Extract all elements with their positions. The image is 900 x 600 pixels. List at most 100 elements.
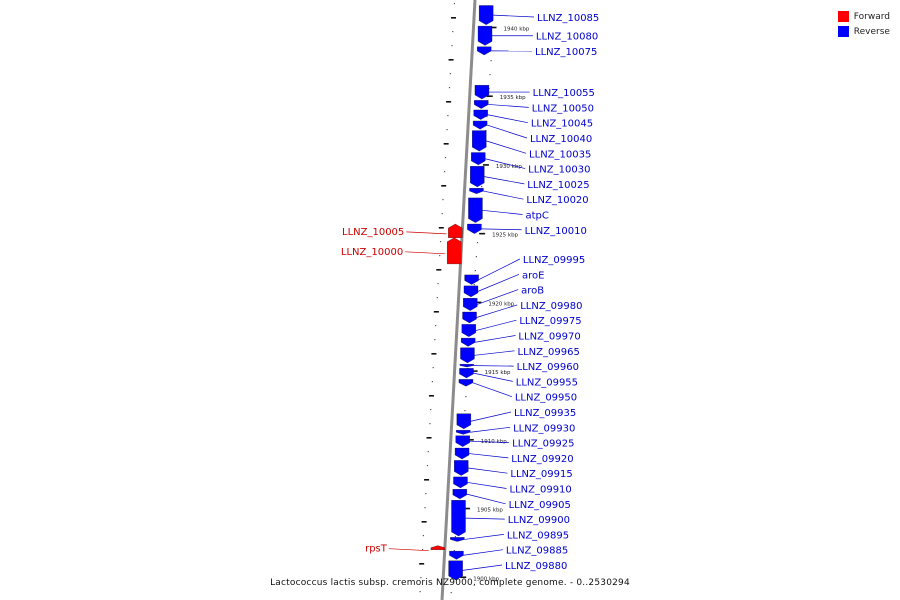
label-LLNZ_09975: LLNZ_09975 — [519, 316, 581, 327]
guide-dot — [439, 241, 442, 243]
guide-dot — [450, 592, 452, 594]
leader-LLNZ_09950 — [472, 382, 512, 398]
label-LLNZ_10010: LLNZ_10010 — [525, 226, 587, 237]
gene-LLNZ_10010 — [467, 223, 482, 234]
leader-LLNZ_09910 — [467, 482, 507, 489]
guide-dash — [446, 101, 452, 103]
guide-dot — [446, 129, 448, 131]
leader-LLNZ_09960 — [473, 365, 514, 367]
axis-tick-label: 1920 kbp — [488, 301, 514, 307]
leader-LLNZ_09900 — [465, 517, 505, 520]
gene-LLNZ_10020 — [469, 188, 484, 194]
guide-dot — [451, 45, 453, 47]
leader-LLNZ_09955 — [473, 372, 513, 382]
leader-LLNZ_09980 — [476, 304, 518, 318]
leader-LLNZ_09920 — [469, 453, 509, 459]
leader-LLNZ_10000 — [405, 251, 446, 255]
legend-forward-label: Forward — [853, 11, 890, 22]
label-atpC: atpC — [525, 210, 548, 221]
leader-LLNZ_09925 — [469, 440, 510, 443]
guide-dash — [451, 17, 457, 19]
gene-LLNZ_09905 — [452, 489, 467, 500]
guide-dash — [431, 353, 437, 355]
guide-dash — [448, 59, 454, 61]
guide-dot — [475, 256, 477, 258]
forward-swatch — [837, 11, 849, 22]
gene-LLNZ_09955 — [459, 368, 474, 379]
gene-LLNZ_10075 — [477, 46, 492, 56]
guide-dot — [432, 367, 434, 369]
label-LLNZ_09935: LLNZ_09935 — [514, 408, 576, 419]
leader-LLNZ_09975 — [475, 319, 517, 331]
gene-atpC — [468, 197, 483, 223]
gene-LLNZ_09975 — [461, 324, 476, 337]
leader-rpsT — [388, 548, 429, 552]
leader-LLNZ_09970 — [475, 335, 516, 343]
leader-LLNZ_10010 — [481, 228, 522, 231]
label-LLNZ_09960: LLNZ_09960 — [517, 362, 579, 373]
gene-LLNZ_09930 — [456, 430, 471, 435]
guide-dash — [428, 395, 434, 397]
guide-dot — [444, 157, 447, 159]
axis-tick-label: 1930 kbp — [496, 164, 522, 170]
leader-aroB — [477, 289, 519, 305]
guide-dot — [435, 325, 437, 327]
guide-dot — [420, 577, 422, 579]
guide-dot — [441, 213, 443, 215]
label-aroB: aroB — [521, 286, 544, 297]
axis-tick-label: 1915 kbp — [485, 370, 511, 376]
leader-LLNZ_09905 — [466, 493, 506, 505]
guide-dot — [422, 535, 424, 537]
axis-tick-label: 1940 kbp — [503, 26, 529, 32]
leader-LLNZ_10035 — [486, 140, 527, 154]
gene-LLNZ_09970 — [461, 337, 476, 347]
leader-LLNZ_09930 — [470, 426, 511, 433]
label-LLNZ_10000: LLNZ_10000 — [341, 247, 403, 258]
label-LLNZ_10085: LLNZ_10085 — [537, 13, 599, 24]
label-LLNZ_10005: LLNZ_10005 — [342, 227, 404, 238]
guide-dash — [441, 185, 447, 187]
leader-LLNZ_09885 — [463, 549, 503, 556]
leader-LLNZ_09915 — [468, 467, 508, 474]
guide-dot — [453, 550, 455, 552]
label-LLNZ_09970: LLNZ_09970 — [518, 332, 580, 343]
label-LLNZ_09900: LLNZ_09900 — [508, 515, 570, 526]
guide-dot — [464, 410, 466, 412]
gene-LLNZ_10035 — [472, 130, 487, 152]
label-LLNZ_09910: LLNZ_09910 — [510, 485, 572, 496]
leader-LLNZ_10045 — [487, 114, 528, 124]
gene-LLNZ_09950 — [458, 379, 474, 387]
gene-LLNZ_10080 — [477, 25, 493, 46]
guide-dot — [427, 451, 429, 453]
gene-LLNZ_09915 — [454, 460, 469, 476]
guide-dash — [419, 563, 425, 565]
genome-backbone — [440, 0, 477, 600]
guide-dot — [419, 591, 421, 593]
gene-rpsT — [430, 545, 446, 550]
gene-LLNZ_09895 — [450, 537, 465, 542]
gene-LLNZ_09880 — [448, 560, 463, 581]
leader-LLNZ_10005 — [406, 231, 447, 235]
guide-dot — [454, 536, 456, 538]
guide-dot — [481, 186, 483, 188]
gene-LLNZ_10045 — [473, 109, 488, 120]
guide-dot — [439, 255, 441, 257]
gene-LLNZ_10085 — [479, 5, 494, 25]
leader-LLNZ_09995 — [478, 258, 521, 281]
gene-LLNZ_10055 — [474, 85, 490, 100]
gene-LLNZ_10050 — [474, 100, 489, 109]
guide-dot — [476, 242, 479, 244]
leader-LLNZ_09965 — [474, 350, 515, 356]
label-LLNZ_10075: LLNZ_10075 — [535, 47, 597, 58]
leader-LLNZ_09895 — [464, 534, 504, 540]
label-LLNZ_09920: LLNZ_09920 — [511, 454, 573, 465]
label-LLNZ_10045: LLNZ_10045 — [531, 119, 593, 130]
guide-dot — [473, 284, 475, 286]
label-aroE: aroE — [522, 270, 544, 281]
legend-forward: Forward — [837, 9, 890, 24]
guide-dot — [434, 339, 436, 341]
guide-dot — [452, 31, 454, 33]
guide-dot — [474, 270, 476, 272]
gene-LLNZ_09935 — [456, 413, 471, 429]
guide-dot — [431, 381, 433, 383]
